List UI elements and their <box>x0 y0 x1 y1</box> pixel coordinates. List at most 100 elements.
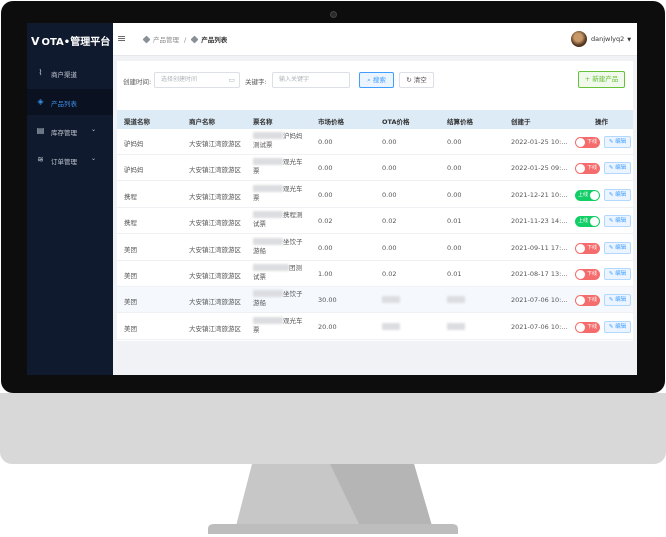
sidebar-item[interactable]: ◈ 产品列表 <box>27 89 113 115</box>
menu-collapse-icon[interactable]: ≡ <box>117 32 127 45</box>
status-toggle[interactable]: 下线 <box>575 137 600 148</box>
status-toggle[interactable]: 下线 <box>575 242 600 254</box>
pencil-icon: ✎ <box>608 191 614 198</box>
edit-button[interactable]: ✎ 编辑 <box>604 136 631 148</box>
new-product-button[interactable]: + 新建产品 <box>578 71 625 88</box>
app-logo[interactable]: V OTA•管理平台 <box>31 33 110 48</box>
redacted-text <box>253 264 289 271</box>
status-toggle[interactable]: 下线 <box>575 321 600 333</box>
created-at-cell: 2022-01-25 09:... <box>511 164 568 173</box>
cell-value: 0.02 <box>382 270 397 278</box>
table-row[interactable]: 美团 大安镇江湾旅游区 观光车票 20.00 2021-07-06 10:... 下线 ✎ … <box>117 313 633 340</box>
clear-button[interactable]: ↻ 清空 <box>399 72 434 88</box>
webcam <box>330 11 337 18</box>
clear-label: 清空 <box>413 76 427 84</box>
avatar[interactable] <box>571 31 587 47</box>
edit-label: 编辑 <box>615 139 627 145</box>
user-menu[interactable]: danjwlyq2 ▼ <box>591 35 631 43</box>
channel-cell: 携程 <box>124 219 137 228</box>
channel-cell: 驴妈妈 <box>124 166 144 175</box>
ticket-name-cell: 坐饮子 游船 <box>253 290 303 308</box>
column-header[interactable]: 结算价格 <box>447 118 473 126</box>
market-price-cell: 0.00 <box>318 164 333 173</box>
product-list-card: 创建时间: 选择创建时间 ▭ 关键字: 输入关键字 ⌕ 搜索 ↻ 清空 + 新建… <box>117 61 633 341</box>
status-toggle[interactable]: 上线 <box>575 189 600 201</box>
column-header[interactable]: 市场价格 <box>318 118 344 126</box>
status-label: 下线 <box>586 323 597 330</box>
cube-icon <box>142 35 151 44</box>
edit-label: 编辑 <box>615 297 627 304</box>
breadcrumb: 产品管理 / 产品列表 <box>142 34 227 44</box>
ticket-name-part: 观光车 <box>283 316 303 325</box>
sidebar-item[interactable]: ⌇ 商户渠道 <box>27 60 113 86</box>
status-toggle[interactable]: 下线 <box>575 163 600 175</box>
status-label: 下线 <box>586 244 597 251</box>
breadcrumb-item-products[interactable]: 产品管理 <box>153 36 179 44</box>
column-header[interactable]: OTA价格 <box>382 118 410 126</box>
edit-button[interactable]: ✎ 编辑 <box>604 320 631 333</box>
cell-value: 0.00 <box>447 190 462 199</box>
keyword-input[interactable]: 输入关键字 <box>272 72 350 88</box>
column-header[interactable]: 商户名称 <box>189 118 215 126</box>
sidebar-item[interactable]: ≋ 订单管理 ⌄ <box>27 147 113 173</box>
channel-cell: 驴妈妈 <box>124 140 144 148</box>
status-label: 上线 <box>578 218 589 225</box>
edit-button[interactable]: ✎ 编辑 <box>604 188 631 201</box>
column-header[interactable]: 创建于 <box>511 118 531 126</box>
column-header: 操作 <box>595 118 608 126</box>
table-header: 渠道名称 商户名称 票名称 市场价格 OTA价格 结算价格 创建于 操作 <box>117 110 633 129</box>
merchant-cell: 大安镇江湾旅游区 <box>189 192 241 201</box>
redacted-text <box>253 211 283 219</box>
sidebar-item[interactable]: ▤ 库存管理 ⌄ <box>27 118 113 144</box>
column-header[interactable]: 票名称 <box>253 118 273 126</box>
sidebar: V OTA•管理平台 ⌇ 商户渠道 ◈ 产品列表 ▤ 库存管理 ⌄ ≋ 订单管理 ⌄ <box>27 23 113 375</box>
status-toggle[interactable]: 下线 <box>575 269 600 280</box>
table-row[interactable]: 美团 大安镇江湾旅游区 团测 试票 1.00 0.02 0.01 2021-08-17 13:… <box>117 261 633 287</box>
inventory-icon: ▤ <box>36 126 45 135</box>
created-date-picker[interactable]: 选择创建时间 ▭ <box>154 72 240 88</box>
toggle-knob <box>590 190 599 200</box>
table-row[interactable]: 驴妈妈 大安镇江湾旅游区 沪妈妈 测试票 0.00 0.00 0.00 2022-01-25 … <box>117 129 633 155</box>
cell-value: 0.01 <box>447 217 462 226</box>
redacted-text <box>253 237 283 245</box>
pencil-icon: ✎ <box>608 271 614 277</box>
ticket-name-part: 观光车 <box>283 184 303 193</box>
app-title: OTA•管理平台 <box>41 37 111 48</box>
monitor-stand <box>208 464 458 534</box>
edit-button[interactable]: ✎ 编辑 <box>604 162 631 175</box>
edit-button[interactable]: ✎ 编辑 <box>604 268 631 280</box>
edit-button[interactable]: ✎ 编辑 <box>604 294 631 307</box>
edit-button[interactable]: ✎ 编辑 <box>604 241 631 254</box>
settle-price-cell: 0.00 <box>447 164 461 172</box>
table-row[interactable]: 美团 大安镇江湾旅游区 坐饮子 游船 30.00 2021-07-06 10:... 下线 ✎… <box>117 287 633 314</box>
search-button[interactable]: ⌕ 搜索 <box>359 72 394 88</box>
ota-price-cell: 0.02 <box>382 217 396 225</box>
keyword-label: 关键字: <box>245 78 267 86</box>
ticket-name-cell: 观光车票 <box>253 158 303 176</box>
merchant-cell: 大安镇江湾旅游区 <box>189 324 241 333</box>
table-row[interactable]: 驴妈妈 大安镇江湾旅游区 观光车票 0.00 0.00 0.00 2022-01-25 09… <box>117 155 633 182</box>
keyword-placeholder: 输入关键字 <box>279 76 310 83</box>
column-header[interactable]: 渠道名称 <box>124 118 150 126</box>
ticket-name-part: 携程测 <box>283 211 303 220</box>
cell-value: 0.00 <box>447 164 462 173</box>
market-price-cell: 0.02 <box>318 217 333 226</box>
ticket-name-cell: 携程测 试票 <box>253 211 303 229</box>
merchant-cell: 大安镇江湾旅游区 <box>189 245 241 254</box>
ticket-name-part: 观光车 <box>283 158 303 167</box>
status-toggle[interactable]: 下线 <box>575 295 600 307</box>
channel-cell: 美团 <box>124 272 137 280</box>
table-row[interactable]: 携程 大安镇江湾旅游区 携程测 试票 0.02 0.02 0.01 2021-11-23 14… <box>117 208 633 235</box>
redacted-value <box>447 322 465 330</box>
pencil-icon: ✎ <box>608 218 614 225</box>
ticket-name-part: 票 <box>253 167 260 176</box>
table-row[interactable]: 美团 大安镇江湾旅游区 坐饮子 游船 0.00 0.00 0.00 2021-09-11 17… <box>117 234 633 261</box>
cube-icon <box>190 35 199 44</box>
edit-button[interactable]: ✎ 编辑 <box>604 215 631 228</box>
ticket-name-part: 沪妈妈 <box>283 132 303 140</box>
table-row[interactable]: 携程 大安镇江湾旅游区 观光车票 0.00 0.00 0.00 2021-12-21 10:… <box>117 181 633 208</box>
cell-value: 0.00 <box>382 138 397 146</box>
settle-price-cell: 0.01 <box>447 270 461 278</box>
edit-label: 编辑 <box>615 244 627 251</box>
status-toggle[interactable]: 上线 <box>575 216 600 228</box>
